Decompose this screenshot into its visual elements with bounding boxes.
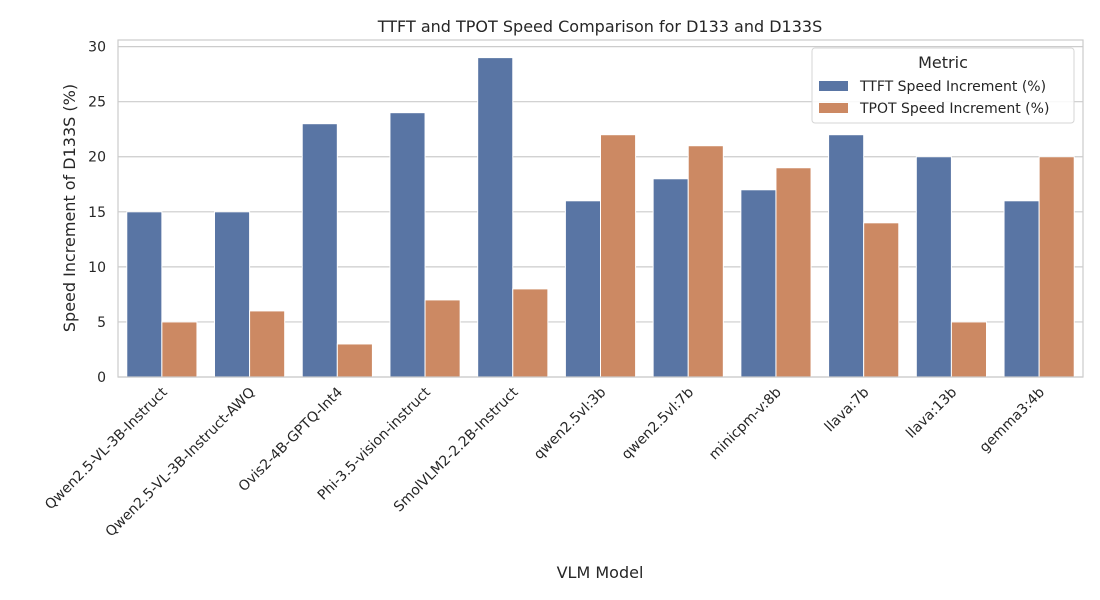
legend: Metric TTFT Speed Increment (%) TPOT Spe… — [811, 47, 1075, 124]
bar-ttft — [477, 57, 514, 378]
bar-ttft — [214, 211, 251, 378]
bar-tpot — [1038, 156, 1075, 378]
x-tick-label: qwen2.5vl:7b — [619, 384, 697, 462]
bar-ttft — [828, 134, 865, 378]
bar-tpot — [161, 321, 198, 378]
x-tick-label: Qwen2.5-VL-3B-Instruct-AWQ — [103, 385, 259, 541]
y-tick-label: 10 — [88, 260, 106, 276]
x-tick-label: minicpm-v:8b — [706, 384, 785, 463]
bar-tpot — [775, 167, 812, 378]
bar-tpot — [249, 310, 286, 378]
x-tick-label: llava:13b — [903, 384, 960, 441]
bars — [126, 57, 1075, 378]
x-ticks: Qwen2.5-VL-3B-InstructQwen2.5-VL-3B-Inst… — [42, 384, 1048, 540]
bar-ttft — [740, 189, 777, 378]
y-axis-label: Speed Increment of D133S (%) — [60, 84, 79, 332]
bar-tpot — [336, 343, 373, 378]
bar-tpot — [600, 134, 637, 378]
y-ticks: 0 5 10 15 20 25 30 — [88, 40, 106, 386]
legend-label-ttft: TTFT Speed Increment (%) — [859, 79, 1046, 95]
bar-tpot — [863, 222, 900, 378]
y-tick-label: 30 — [88, 40, 106, 56]
legend-label-tpot: TPOT Speed Increment (%) — [859, 101, 1049, 117]
legend-frame — [811, 47, 1075, 124]
x-tick-label: llava:7b — [822, 384, 873, 435]
chart-title: TTFT and TPOT Speed Comparison for D133 … — [377, 17, 822, 36]
bar-ttft — [389, 112, 426, 378]
bar-tpot — [687, 145, 724, 378]
bar-ttft — [126, 211, 163, 378]
x-tick-label: qwen2.5vl:3b — [531, 384, 609, 462]
y-tick-label: 20 — [88, 150, 106, 166]
x-axis-label: VLM Model — [557, 563, 644, 582]
bar-ttft — [301, 123, 338, 378]
bar-ttft — [915, 156, 952, 378]
legend-swatch-tpot — [819, 103, 848, 113]
bar-tpot — [424, 299, 461, 378]
y-tick-label: 5 — [97, 315, 106, 331]
bar-ttft — [652, 178, 689, 378]
bar-ttft — [1003, 200, 1040, 378]
bar-tpot — [512, 288, 549, 378]
y-tick-label: 25 — [88, 95, 106, 111]
legend-swatch-ttft — [819, 81, 848, 91]
plot-border — [117, 39, 1084, 378]
x-tick-label: gemma3:4b — [977, 384, 1048, 455]
legend-title: Metric — [918, 53, 968, 72]
bar-tpot — [950, 321, 988, 378]
y-tick-label: 0 — [97, 370, 106, 386]
y-tick-label: 15 — [88, 205, 106, 221]
bar-ttft — [564, 200, 602, 378]
